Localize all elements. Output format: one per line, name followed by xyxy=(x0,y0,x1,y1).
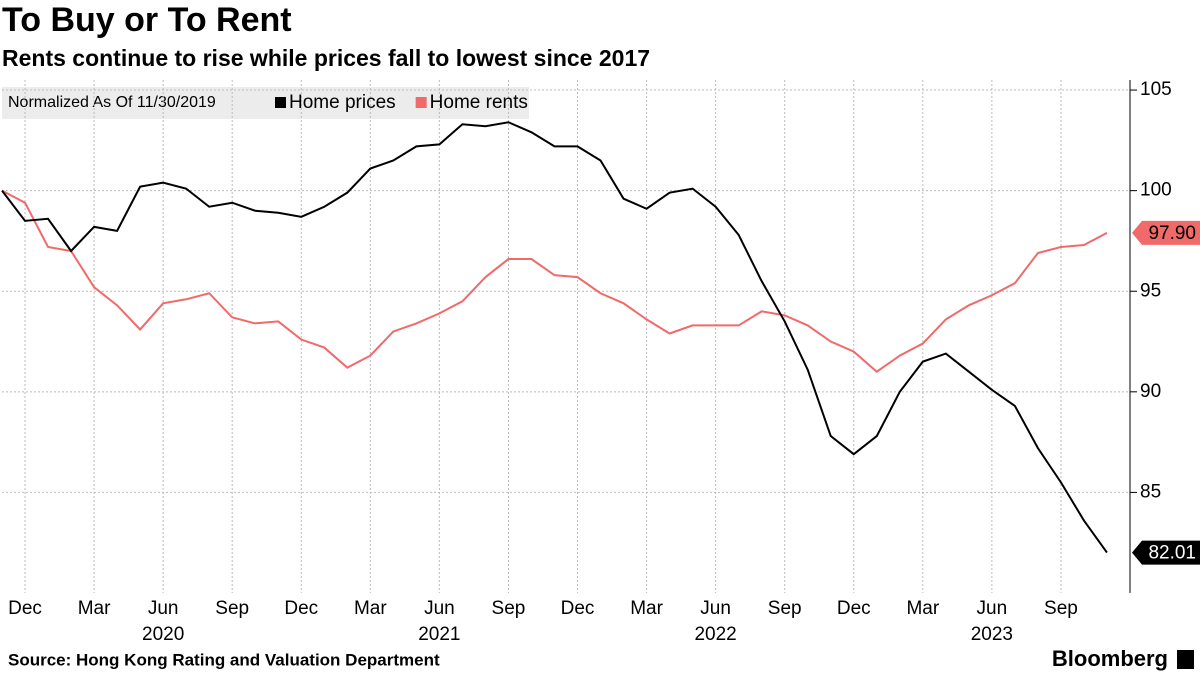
legend-label: Home prices xyxy=(289,92,396,113)
x-tick-label: Sep xyxy=(492,598,526,619)
y-tick-label: 90 xyxy=(1140,381,1161,402)
end-label: 82.01 xyxy=(1148,543,1196,564)
x-year-label: 2023 xyxy=(971,624,1013,645)
chart-subtitle: Rents continue to rise while prices fall… xyxy=(2,45,650,71)
legend-title: Normalized As Of 11/30/2019 xyxy=(8,94,216,111)
legend-swatch xyxy=(415,97,427,108)
x-tick-label: Dec xyxy=(837,598,871,619)
x-tick-label: Mar xyxy=(354,598,387,619)
legend-swatch xyxy=(275,97,286,108)
x-tick-label: Dec xyxy=(8,598,42,619)
x-tick-label: Dec xyxy=(284,598,318,619)
series-line xyxy=(1,189,1108,373)
x-year-label: 2022 xyxy=(694,624,736,645)
x-tick-label: Dec xyxy=(561,598,595,619)
x-tick-label: Sep xyxy=(768,598,802,619)
x-year-label: 2020 xyxy=(142,624,184,645)
logo-icon xyxy=(1177,650,1194,669)
x-tick-label: Mar xyxy=(630,598,663,619)
legend-box xyxy=(2,87,529,119)
series-line xyxy=(1,121,1108,554)
x-tick-label: Sep xyxy=(215,598,249,619)
x-tick-label: Mar xyxy=(906,598,939,619)
x-tick-label: Jun xyxy=(424,598,455,619)
x-tick-label: Jun xyxy=(148,598,179,619)
x-tick-label: Sep xyxy=(1044,598,1078,619)
source: Source: Hong Kong Rating and Valuation D… xyxy=(8,650,440,669)
x-tick-label: Jun xyxy=(977,598,1008,619)
end-tag xyxy=(1132,220,1200,245)
x-tick-label: Mar xyxy=(78,598,111,619)
x-year-label: 2021 xyxy=(418,624,460,645)
logo: Bloomberg xyxy=(1052,646,1168,671)
chart-title: To Buy or To Rent xyxy=(2,1,292,39)
y-tick-label: 95 xyxy=(1140,280,1161,301)
y-tick-label: 100 xyxy=(1140,180,1172,201)
end-tag xyxy=(1132,540,1200,565)
y-tick-label: 105 xyxy=(1140,79,1172,100)
legend-label: Home rents xyxy=(430,92,528,113)
y-tick-label: 85 xyxy=(1140,481,1161,502)
x-tick-label: Jun xyxy=(700,598,731,619)
end-label: 97.90 xyxy=(1148,223,1196,244)
